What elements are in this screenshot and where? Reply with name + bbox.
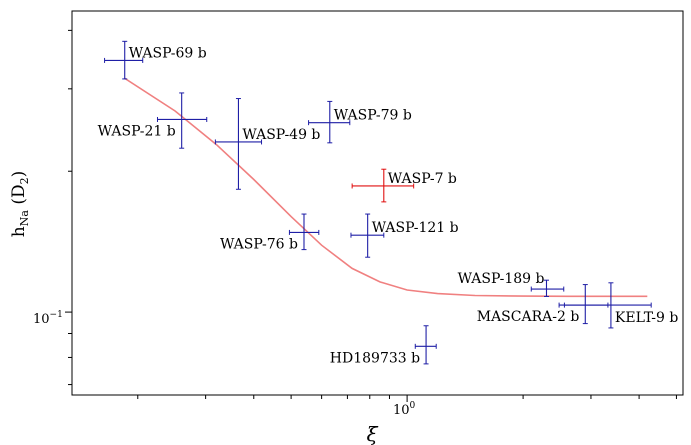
point-label: WASP-189 b [458,271,545,287]
y-tick-label: 10−1 [33,310,63,327]
x-tick-base: 10 [393,403,410,418]
y-axis-label: hNa (D2) [9,171,31,237]
y-axis-label-main: h [9,226,29,237]
point-label: MASCARA-2 b [477,309,580,325]
data-point [156,92,208,149]
plot-frame [71,10,684,396]
data-point [414,325,437,365]
data-point [308,100,351,144]
data-points-layer [104,40,652,365]
y-tick-base: 10 [33,312,50,327]
x-tick-label: 100 [393,401,416,418]
data-point [563,282,652,329]
point-label: WASP-79 b [334,108,412,124]
x-axis-label: ξ [366,422,378,445]
point-label: KELT-9 b [615,310,678,326]
data-point [530,279,565,297]
major-ticks [65,311,408,402]
data-point [104,40,144,80]
y-axis-label-suffix: (D [9,184,29,210]
data-point [351,168,415,203]
point-label: WASP-7 b [388,171,457,187]
point-labels-layer: WASP-69 b WASP-21 b WASP-49 b WASP-79 b WASP… [98,45,679,366]
point-label: WASP-69 b [129,45,207,61]
model-curve-layer [124,77,648,298]
y-tick-exp: −1 [50,310,63,320]
point-label: WASP-21 b [98,124,176,140]
data-point [214,98,263,190]
point-label: HD189733 b [330,350,420,366]
data-point [350,213,385,258]
x-tick-exp: 0 [410,401,416,411]
data-point [288,213,320,251]
minor-ticks [68,29,677,399]
y-axis-label-close: ) [9,171,29,178]
y-axis-label-sub: Na [18,210,31,227]
point-label: WASP-49 b [242,127,320,143]
y-axis-label-suffix-sub: 2 [18,177,31,184]
point-label: WASP-121 b [372,220,459,236]
point-label: WASP-76 b [220,236,298,252]
model-curve [124,77,648,298]
